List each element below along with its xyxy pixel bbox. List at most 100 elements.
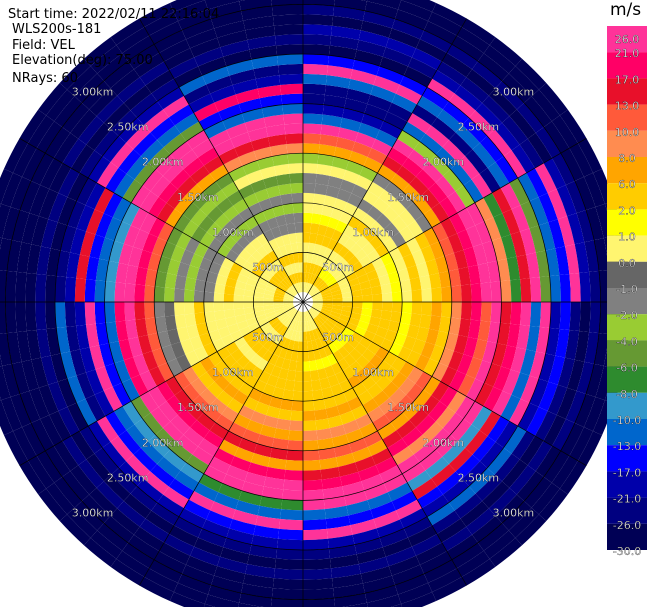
velocity-gate [289,309,298,319]
velocity-gate [116,550,150,577]
velocity-gate [425,456,450,479]
velocity-gate [227,398,244,414]
velocity-gate [345,272,358,282]
velocity-gate [288,360,297,372]
velocity-gate [85,394,106,422]
velocity-gate [313,349,322,361]
velocity-gate [531,482,560,515]
velocity-gate [348,509,374,526]
velocity-gate [321,308,332,315]
velocity-gate [284,305,294,311]
velocity-gate [314,316,323,327]
colorbar-tick-label: -2.0 [616,309,637,322]
velocity-gate [327,175,343,189]
velocity-gate [358,556,389,574]
velocity-gate [214,360,230,376]
velocity-gate [351,261,364,273]
velocity-gate [457,207,476,230]
velocity-gate [275,34,303,46]
velocity-gate [327,342,338,354]
velocity-gate [287,153,303,164]
velocity-gate [230,262,243,274]
velocity-gate [163,133,187,155]
velocity-gate [232,78,258,95]
velocity-gate [357,320,370,331]
velocity-gate [354,326,367,337]
velocity-gate [268,353,279,366]
velocity-gate [355,132,376,148]
colorbar-swatch [607,392,647,419]
velocity-gate [312,299,323,302]
velocity-gate [246,336,259,349]
velocity-gate [392,446,414,466]
velocity-gate [339,410,356,425]
velocity-gate [103,61,134,89]
velocity-gate [489,537,523,567]
velocity-gate [157,330,171,348]
velocity-gate [315,327,323,339]
colorbar-tick-label: -8.0 [616,388,637,401]
velocity-gate [506,256,521,281]
velocity-gate [245,563,276,579]
velocity-gate [390,412,410,431]
velocity-gate [216,197,234,214]
velocity-gate [415,169,436,190]
velocity-gate [177,573,212,595]
velocity-gate [182,366,199,384]
velocity-gate [360,566,392,584]
velocity-gate [335,272,346,283]
velocity-gate [152,237,168,257]
velocity-gate [305,311,310,322]
velocity-gate [31,216,49,247]
velocity-gate [310,307,320,316]
velocity-gate [103,386,123,412]
velocity-gate [406,350,421,367]
velocity-gate [193,102,219,122]
velocity-gate [118,149,141,174]
velocity-gate [583,172,605,207]
velocity-gate [118,339,134,361]
velocity-gate [274,163,290,176]
velocity-gate [162,421,184,443]
velocity-gate [399,75,427,96]
velocity-gate [441,286,452,302]
velocity-gate [230,242,245,256]
colorbar-tick-label: -17.0 [613,466,641,479]
velocity-gate [94,280,106,302]
colorbar-swatch [607,183,647,210]
velocity-gate [189,253,204,269]
velocity-gate [466,225,483,247]
velocity-gate [221,406,239,423]
velocity-gate [292,390,303,402]
velocity-gate [348,437,368,453]
velocity-gate [369,354,384,369]
velocity-gate [79,150,103,178]
velocity-gate [352,302,363,309]
velocity-gate [274,356,285,369]
velocity-gate [356,355,370,369]
velocity-gate [429,428,451,450]
velocity-gate [130,207,149,230]
velocity-gate [74,501,104,531]
velocity-gate [457,229,473,250]
velocity-gate [272,386,285,400]
velocity-gate [122,401,143,425]
velocity-gate [294,331,300,342]
velocity-gate [289,420,303,431]
velocity-gate [243,307,255,315]
velocity-gate [176,326,190,342]
velocity-gate [323,247,333,260]
velocity-gate [196,412,216,431]
velocity-gate [535,326,550,354]
velocity-gate [138,249,153,270]
velocity-gate [273,302,284,306]
velocity-gate [283,295,294,300]
velocity-gate [303,282,306,293]
velocity-gate [228,422,247,438]
velocity-gate [94,187,114,214]
velocity-gate [229,361,244,376]
velocity-gate [324,505,349,520]
velocity-gate [384,405,403,423]
velocity-gate [145,70,175,94]
velocity-gate [186,130,209,150]
